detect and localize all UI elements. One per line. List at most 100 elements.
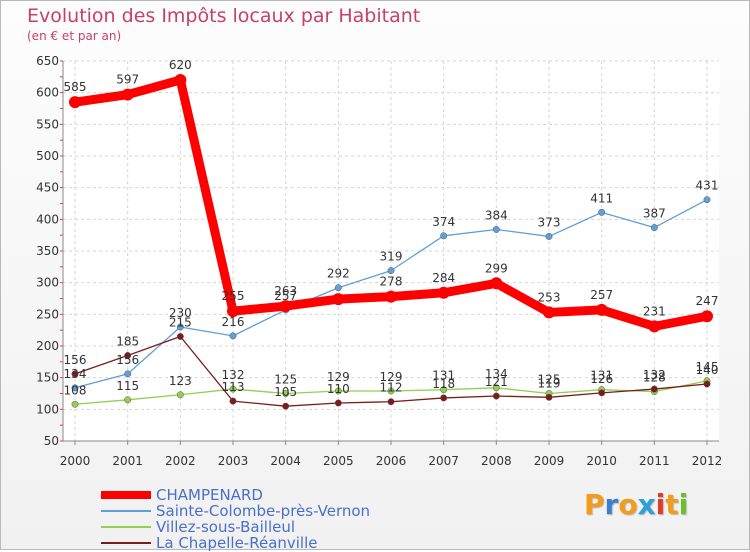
axes: 50 100 150 200 250 300 350 400 450 500 550 600 650 20… xyxy=(36,54,722,468)
logo-letter: i xyxy=(678,488,689,521)
data-point xyxy=(490,277,503,290)
data-point xyxy=(598,208,606,216)
data-label: 128 xyxy=(643,371,666,385)
data-label: 411 xyxy=(590,191,613,205)
data-point xyxy=(440,386,448,394)
data-label: 299 xyxy=(485,261,508,275)
data-label: 131 xyxy=(432,369,455,383)
data-label: 257 xyxy=(274,289,297,303)
data-point xyxy=(282,390,290,397)
x-tick-label: 2006 xyxy=(376,454,407,468)
data-label: 263 xyxy=(274,284,297,298)
x-tick-label: 2009 xyxy=(534,454,565,468)
series-lines xyxy=(69,74,713,410)
data-label: 257 xyxy=(590,288,613,302)
y-tick-label: 400 xyxy=(36,212,59,226)
data-point xyxy=(334,284,342,292)
legend-label: Villez-sous-Bailleul xyxy=(156,518,296,536)
data-point xyxy=(545,393,553,401)
data-label: 145 xyxy=(696,360,719,374)
data-point xyxy=(492,226,500,233)
data-point xyxy=(385,290,397,303)
data-label: 156 xyxy=(64,353,87,367)
data-label: 115 xyxy=(116,379,139,393)
data-label: 112 xyxy=(380,381,403,395)
y-tick-label: 650 xyxy=(36,54,59,68)
data-point xyxy=(703,196,711,204)
data-point xyxy=(334,399,342,407)
logo-letter: x xyxy=(637,488,656,521)
data-point xyxy=(121,88,134,101)
data-label: 620 xyxy=(169,58,192,72)
data-label: 110 xyxy=(327,382,350,396)
data-point xyxy=(69,96,81,109)
data-point xyxy=(176,391,184,399)
data-label: 597 xyxy=(116,73,139,87)
x-tick-label: 2007 xyxy=(428,454,459,468)
data-point xyxy=(387,398,395,406)
data-point xyxy=(650,385,658,393)
data-point xyxy=(387,267,395,275)
legend-label: Sainte-Colombe-près-Vernon xyxy=(156,502,371,520)
data-label: 230 xyxy=(169,306,192,320)
data-label: 132 xyxy=(643,368,666,382)
data-point xyxy=(648,320,661,333)
data-point xyxy=(229,332,237,340)
logo-letter: t xyxy=(665,488,679,521)
data-point xyxy=(124,352,132,359)
y-tick-label: 250 xyxy=(36,307,59,321)
data-label: 384 xyxy=(485,208,508,222)
y-tick-label: 200 xyxy=(36,339,59,353)
legend-swatch xyxy=(101,491,151,499)
data-point xyxy=(437,286,450,299)
grid xyxy=(63,60,719,442)
data-point xyxy=(229,385,237,393)
data-label: 247 xyxy=(696,294,719,308)
data-point xyxy=(174,74,187,86)
data-point xyxy=(176,323,184,331)
legend-swatch xyxy=(101,542,151,544)
data-label: 126 xyxy=(590,372,613,386)
data-point xyxy=(71,370,79,378)
data-point xyxy=(650,224,658,232)
x-tick-label: 2005 xyxy=(323,454,354,468)
y-tick-label: 100 xyxy=(36,402,59,416)
data-label: 132 xyxy=(222,368,245,382)
data-label: 119 xyxy=(538,376,561,390)
logo-letter: r xyxy=(604,488,619,521)
data-point xyxy=(334,387,342,395)
data-label: 113 xyxy=(222,380,245,394)
legend-swatch xyxy=(101,526,151,528)
data-label: 585 xyxy=(64,80,87,94)
data-label: 129 xyxy=(380,370,403,384)
data-label: 118 xyxy=(432,377,455,391)
data-point xyxy=(279,300,292,313)
x-tick-label: 2010 xyxy=(586,454,617,468)
y-tick-label: 300 xyxy=(36,276,59,290)
chart-title: Evolution des Impôts locaux par Habitant xyxy=(27,5,421,27)
data-label: 105 xyxy=(274,385,297,399)
data-label: 140 xyxy=(696,363,719,377)
data-point xyxy=(545,232,553,240)
data-label: 215 xyxy=(169,316,192,330)
data-label: 374 xyxy=(432,215,455,229)
data-label: 108 xyxy=(64,383,87,397)
x-tick-label: 2003 xyxy=(218,454,249,468)
legend-swatch xyxy=(101,510,151,512)
data-label: 431 xyxy=(696,179,719,193)
logo-letter: o xyxy=(618,488,638,521)
data-label: 156 xyxy=(116,353,139,367)
y-tick-label: 50 xyxy=(44,434,59,448)
data-label: 125 xyxy=(274,373,297,387)
y-tick-label: 500 xyxy=(36,149,59,163)
data-label: 387 xyxy=(643,207,666,221)
data-point xyxy=(598,389,606,397)
data-point xyxy=(492,392,500,400)
data-point xyxy=(124,370,132,378)
data-point xyxy=(176,333,184,340)
logo-letter: i xyxy=(655,488,666,521)
data-label: 216 xyxy=(222,315,245,329)
data-point xyxy=(440,394,448,402)
